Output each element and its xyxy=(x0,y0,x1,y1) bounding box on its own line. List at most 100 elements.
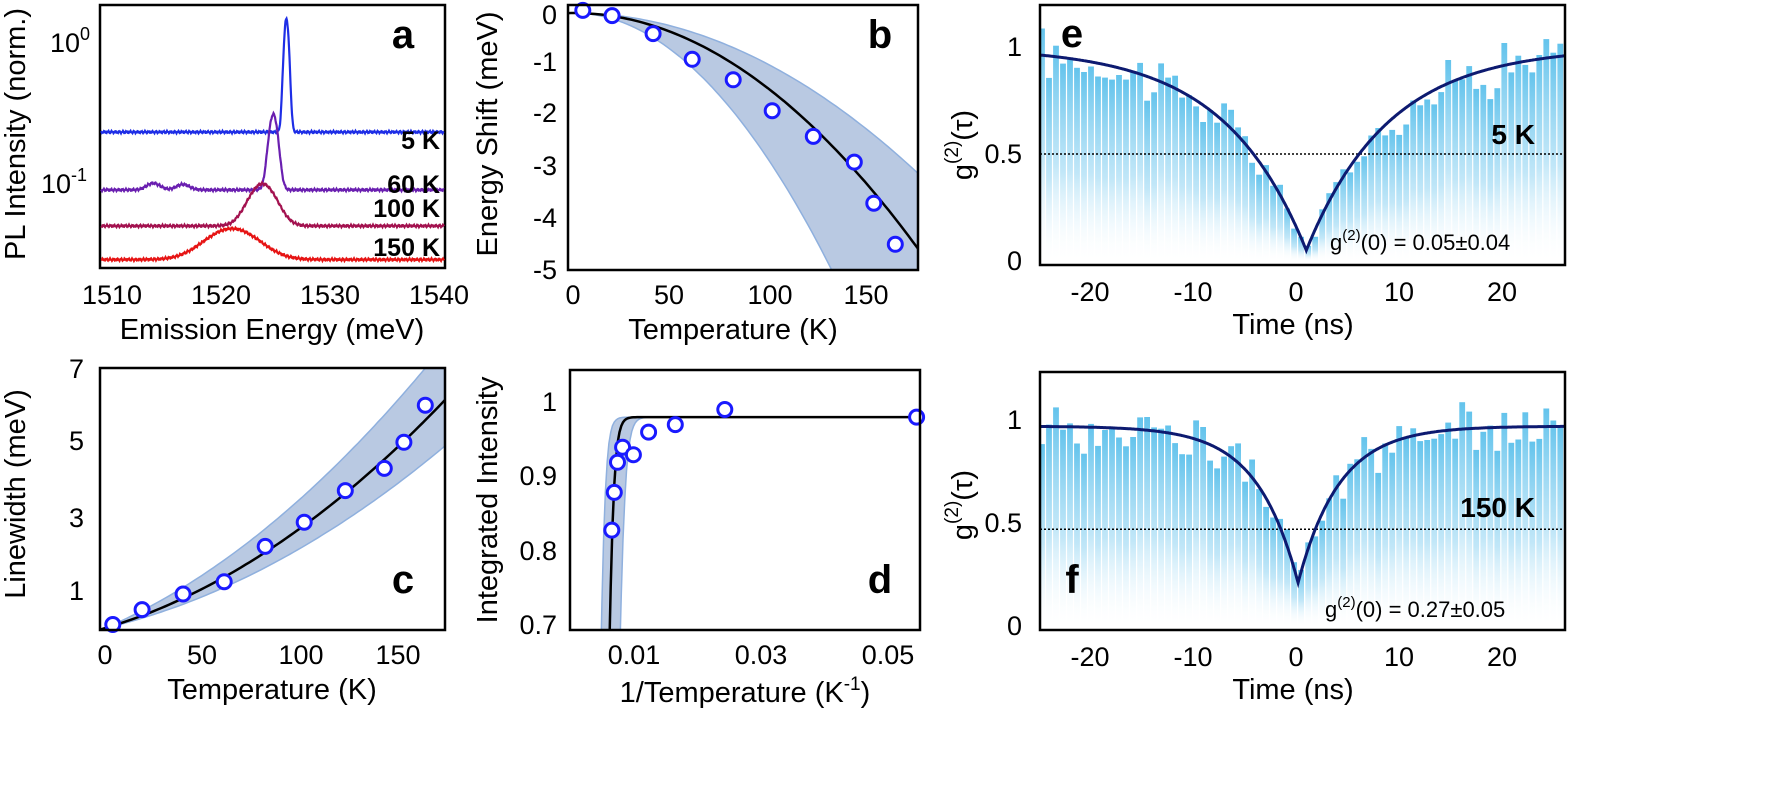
panel-b-frame xyxy=(566,3,920,272)
panel-b-ytick-m4: -4 xyxy=(533,203,557,233)
panel-f-bar-48 xyxy=(1375,472,1382,626)
panel-f-bar-4 xyxy=(1067,423,1073,626)
panel-a-ytick-01: 10-1 xyxy=(41,165,87,199)
panel-e-bar-30 xyxy=(1249,162,1255,261)
panel-b-point-7 xyxy=(845,153,863,171)
panel-a-xlabel: Emission Energy (meV) xyxy=(120,314,425,346)
panel-f-ytick-1: 1 xyxy=(1007,405,1022,435)
panel-e-temperature: 5 K xyxy=(1491,119,1535,150)
panel-e-bar-0 xyxy=(1040,28,1045,261)
panel-e-bar-10 xyxy=(1109,79,1115,261)
panel-f-bar-69 xyxy=(1522,412,1529,626)
panel-b: b 0 50 100 150 0 -1 -2 -3 -4 -5 Temperat… xyxy=(472,0,920,346)
panel-e-bar-64 xyxy=(1487,99,1494,261)
panel-f-bar-70 xyxy=(1529,441,1536,626)
panel-f-bar-37 xyxy=(1298,569,1304,626)
panel-e-bar-23 xyxy=(1200,122,1206,261)
panel-f-bar-11 xyxy=(1116,437,1122,626)
panel-c-ytick-1: 1 xyxy=(69,576,84,606)
panel-e-bar-34 xyxy=(1277,184,1283,261)
panel-d-ytick-08: 0.8 xyxy=(519,536,557,566)
panel-b-ytick-m1: -1 xyxy=(533,47,557,77)
panel-a-spectrum-5k xyxy=(100,15,445,136)
panel-a-spectra xyxy=(100,15,445,264)
panel-c-point-8 xyxy=(395,433,413,451)
panel-f-bar-63 xyxy=(1480,431,1487,626)
panel-b-point-0 xyxy=(574,1,592,19)
panel-e-bar-8 xyxy=(1095,76,1101,261)
panel-f-bar-32 xyxy=(1263,506,1269,626)
panel-e-bar-19 xyxy=(1172,75,1178,261)
panel-f-bar-24 xyxy=(1207,460,1213,626)
panel-e-xlabel: Time (ns) xyxy=(1232,309,1353,341)
panel-d-label: d xyxy=(868,558,892,602)
panel-b-point-2 xyxy=(644,25,662,43)
panel-e-bar-58 xyxy=(1445,60,1452,261)
panel-a-legend-5k: 5 K xyxy=(401,127,440,155)
panel-c-point-7 xyxy=(375,459,393,477)
panel-f-bar-22 xyxy=(1193,420,1199,626)
panel-e-ylabel: g(2)(τ) xyxy=(942,110,979,180)
panel-e-xtick-m20: -20 xyxy=(1070,277,1109,307)
panel-f-bar-61 xyxy=(1466,411,1473,626)
panel-a-xtick-1520: 1520 xyxy=(191,280,251,310)
panel-e-bar-61 xyxy=(1466,66,1473,261)
panel-e-bar-57 xyxy=(1438,92,1445,261)
panel-e-bar-25 xyxy=(1214,122,1220,261)
panel-e-bar-40 xyxy=(1319,209,1326,261)
panel-b-ytick-m5: -5 xyxy=(533,255,557,285)
panel-e-bar-1 xyxy=(1046,77,1052,262)
panel-e-bar-38 xyxy=(1305,245,1312,261)
panel-f-bar-52 xyxy=(1403,438,1410,626)
panel-e-bar-28 xyxy=(1235,127,1241,262)
panel-e-bar-35 xyxy=(1284,208,1290,261)
panel-f-bar-73 xyxy=(1550,420,1557,626)
panel-f-histogram xyxy=(1040,402,1565,626)
panel-d-fit-curve xyxy=(608,415,920,630)
panel-f-bar-29 xyxy=(1242,481,1248,626)
panel-f-bar-57 xyxy=(1438,434,1445,626)
panel-c-ytick-7: 7 xyxy=(69,354,84,384)
panel-f-bar-18 xyxy=(1165,425,1171,626)
panel-f-bar-72 xyxy=(1543,408,1550,626)
panel-a-label: a xyxy=(392,13,415,57)
panel-a-legend-60k: 60 K xyxy=(387,171,440,199)
panel-f-bar-6 xyxy=(1081,453,1087,626)
panel-e-bar-14 xyxy=(1137,62,1143,262)
panel-f-bar-36 xyxy=(1291,562,1297,626)
panel-e-bar-46 xyxy=(1361,156,1368,261)
panel-a-legend-100k: 100 K xyxy=(373,195,440,223)
panel-f-y-ticks: 1 0.5 0 xyxy=(984,405,1022,641)
panel-e-bar-9 xyxy=(1102,77,1108,261)
panel-f: f 150 K g(2)(0) = 0.27±0.05 -20 -10 0 10… xyxy=(942,370,1567,706)
panel-e-bar-5 xyxy=(1074,67,1080,261)
panel-a-spectrum-100k xyxy=(100,180,445,230)
panel-e-bar-29 xyxy=(1242,136,1248,261)
panel-e-bar-37 xyxy=(1298,236,1304,261)
panel-f-xtick-0: 0 xyxy=(1288,642,1303,672)
panel-f-bar-60 xyxy=(1459,402,1466,626)
panel-d-point-8 xyxy=(908,408,926,426)
panel-f-bar-16 xyxy=(1151,427,1157,626)
panel-c-xtick-0: 0 xyxy=(97,640,112,670)
panel-b-point-8 xyxy=(865,194,883,212)
panel-c-ytick-3: 3 xyxy=(69,503,84,533)
panel-e-bar-21 xyxy=(1186,95,1192,261)
panel-e-bar-41 xyxy=(1326,193,1333,261)
panel-f-x-ticks: -20 -10 0 10 20 xyxy=(1070,642,1517,672)
panel-f-ylabel: g(2)(τ) xyxy=(942,470,979,540)
panel-e-bar-4 xyxy=(1067,58,1073,261)
panel-f-bar-30 xyxy=(1249,459,1255,626)
panel-d-frame xyxy=(568,368,922,632)
panel-c-point-0 xyxy=(104,616,122,633)
panel-e-bar-72 xyxy=(1543,39,1550,261)
panel-c-xtick-50: 50 xyxy=(187,640,217,670)
panel-c-point-3 xyxy=(215,573,233,591)
panel-d-ylabel: Integrated Intensity xyxy=(472,376,504,623)
panel-e-bar-18 xyxy=(1165,77,1171,261)
panel-f-bar-41 xyxy=(1326,498,1333,626)
panel-e-bar-6 xyxy=(1081,72,1087,261)
panel-f-bar-14 xyxy=(1137,417,1143,626)
panel-b-point-1 xyxy=(603,7,621,25)
panel-f-bar-31 xyxy=(1256,489,1262,626)
